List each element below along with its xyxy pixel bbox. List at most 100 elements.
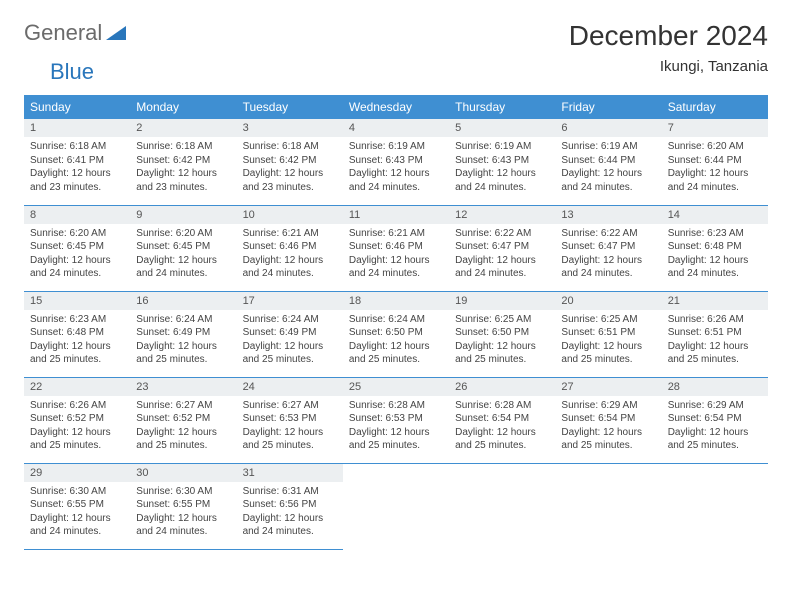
day-details: Sunrise: 6:19 AMSunset: 6:43 PMDaylight:… [449, 137, 555, 198]
calendar-cell: 30Sunrise: 6:30 AMSunset: 6:55 PMDayligh… [130, 463, 236, 549]
calendar-row: 29Sunrise: 6:30 AMSunset: 6:55 PMDayligh… [24, 463, 768, 549]
day-number: 17 [237, 292, 343, 310]
day-number: 11 [343, 206, 449, 224]
calendar-cell: 15Sunrise: 6:23 AMSunset: 6:48 PMDayligh… [24, 291, 130, 377]
day-details: Sunrise: 6:18 AMSunset: 6:42 PMDaylight:… [130, 137, 236, 198]
weekday-header: Thursday [449, 95, 555, 119]
calendar-cell [662, 463, 768, 549]
day-details: Sunrise: 6:28 AMSunset: 6:53 PMDaylight:… [343, 396, 449, 457]
calendar-cell: 28Sunrise: 6:29 AMSunset: 6:54 PMDayligh… [662, 377, 768, 463]
day-number: 20 [555, 292, 661, 310]
calendar-cell [555, 463, 661, 549]
day-number: 5 [449, 119, 555, 137]
day-number: 12 [449, 206, 555, 224]
day-details: Sunrise: 6:21 AMSunset: 6:46 PMDaylight:… [343, 224, 449, 285]
day-number: 21 [662, 292, 768, 310]
day-number: 30 [130, 464, 236, 482]
day-number: 18 [343, 292, 449, 310]
day-number: 10 [237, 206, 343, 224]
day-details: Sunrise: 6:25 AMSunset: 6:51 PMDaylight:… [555, 310, 661, 371]
calendar-cell: 17Sunrise: 6:24 AMSunset: 6:49 PMDayligh… [237, 291, 343, 377]
day-details: Sunrise: 6:30 AMSunset: 6:55 PMDaylight:… [130, 482, 236, 543]
day-details: Sunrise: 6:24 AMSunset: 6:49 PMDaylight:… [130, 310, 236, 371]
weekday-header: Tuesday [237, 95, 343, 119]
logo-text-blue: Blue [50, 59, 94, 84]
weekday-header: Monday [130, 95, 236, 119]
day-number: 24 [237, 378, 343, 396]
calendar-table: SundayMondayTuesdayWednesdayThursdayFrid… [24, 95, 768, 550]
calendar-row: 1Sunrise: 6:18 AMSunset: 6:41 PMDaylight… [24, 119, 768, 205]
day-number: 28 [662, 378, 768, 396]
day-number: 14 [662, 206, 768, 224]
calendar-cell: 20Sunrise: 6:25 AMSunset: 6:51 PMDayligh… [555, 291, 661, 377]
calendar-body: 1Sunrise: 6:18 AMSunset: 6:41 PMDaylight… [24, 119, 768, 549]
weekday-header: Wednesday [343, 95, 449, 119]
calendar-cell: 13Sunrise: 6:22 AMSunset: 6:47 PMDayligh… [555, 205, 661, 291]
calendar-cell: 25Sunrise: 6:28 AMSunset: 6:53 PMDayligh… [343, 377, 449, 463]
calendar-cell: 10Sunrise: 6:21 AMSunset: 6:46 PMDayligh… [237, 205, 343, 291]
day-details: Sunrise: 6:24 AMSunset: 6:49 PMDaylight:… [237, 310, 343, 371]
calendar-cell: 21Sunrise: 6:26 AMSunset: 6:51 PMDayligh… [662, 291, 768, 377]
day-details: Sunrise: 6:21 AMSunset: 6:46 PMDaylight:… [237, 224, 343, 285]
calendar-cell: 29Sunrise: 6:30 AMSunset: 6:55 PMDayligh… [24, 463, 130, 549]
calendar-cell: 31Sunrise: 6:31 AMSunset: 6:56 PMDayligh… [237, 463, 343, 549]
day-details: Sunrise: 6:26 AMSunset: 6:52 PMDaylight:… [24, 396, 130, 457]
weekday-header: Friday [555, 95, 661, 119]
calendar-row: 22Sunrise: 6:26 AMSunset: 6:52 PMDayligh… [24, 377, 768, 463]
calendar-cell: 3Sunrise: 6:18 AMSunset: 6:42 PMDaylight… [237, 119, 343, 205]
day-number: 7 [662, 119, 768, 137]
day-number: 31 [237, 464, 343, 482]
day-number: 26 [449, 378, 555, 396]
day-number: 27 [555, 378, 661, 396]
day-details: Sunrise: 6:23 AMSunset: 6:48 PMDaylight:… [24, 310, 130, 371]
calendar-cell: 6Sunrise: 6:19 AMSunset: 6:44 PMDaylight… [555, 119, 661, 205]
day-details: Sunrise: 6:20 AMSunset: 6:45 PMDaylight:… [24, 224, 130, 285]
calendar-cell: 24Sunrise: 6:27 AMSunset: 6:53 PMDayligh… [237, 377, 343, 463]
weekday-header: Sunday [24, 95, 130, 119]
day-details: Sunrise: 6:22 AMSunset: 6:47 PMDaylight:… [449, 224, 555, 285]
calendar-cell: 16Sunrise: 6:24 AMSunset: 6:49 PMDayligh… [130, 291, 236, 377]
day-number: 23 [130, 378, 236, 396]
day-details: Sunrise: 6:25 AMSunset: 6:50 PMDaylight:… [449, 310, 555, 371]
day-number: 15 [24, 292, 130, 310]
calendar-cell: 23Sunrise: 6:27 AMSunset: 6:52 PMDayligh… [130, 377, 236, 463]
day-details: Sunrise: 6:28 AMSunset: 6:54 PMDaylight:… [449, 396, 555, 457]
calendar-row: 15Sunrise: 6:23 AMSunset: 6:48 PMDayligh… [24, 291, 768, 377]
day-details: Sunrise: 6:27 AMSunset: 6:52 PMDaylight:… [130, 396, 236, 457]
weekday-header: Saturday [662, 95, 768, 119]
weekday-header-row: SundayMondayTuesdayWednesdayThursdayFrid… [24, 95, 768, 119]
calendar-cell [449, 463, 555, 549]
day-details: Sunrise: 6:23 AMSunset: 6:48 PMDaylight:… [662, 224, 768, 285]
day-details: Sunrise: 6:24 AMSunset: 6:50 PMDaylight:… [343, 310, 449, 371]
day-number: 2 [130, 119, 236, 137]
day-details: Sunrise: 6:29 AMSunset: 6:54 PMDaylight:… [662, 396, 768, 457]
day-number: 6 [555, 119, 661, 137]
day-details: Sunrise: 6:29 AMSunset: 6:54 PMDaylight:… [555, 396, 661, 457]
calendar-cell: 12Sunrise: 6:22 AMSunset: 6:47 PMDayligh… [449, 205, 555, 291]
day-details: Sunrise: 6:26 AMSunset: 6:51 PMDaylight:… [662, 310, 768, 371]
day-details: Sunrise: 6:27 AMSunset: 6:53 PMDaylight:… [237, 396, 343, 457]
calendar-cell: 19Sunrise: 6:25 AMSunset: 6:50 PMDayligh… [449, 291, 555, 377]
logo-triangle-icon [106, 22, 126, 45]
calendar-cell: 9Sunrise: 6:20 AMSunset: 6:45 PMDaylight… [130, 205, 236, 291]
day-details: Sunrise: 6:20 AMSunset: 6:45 PMDaylight:… [130, 224, 236, 285]
logo: General [24, 20, 128, 46]
day-details: Sunrise: 6:19 AMSunset: 6:43 PMDaylight:… [343, 137, 449, 198]
day-details: Sunrise: 6:31 AMSunset: 6:56 PMDaylight:… [237, 482, 343, 543]
day-number: 19 [449, 292, 555, 310]
calendar-cell: 2Sunrise: 6:18 AMSunset: 6:42 PMDaylight… [130, 119, 236, 205]
day-number: 16 [130, 292, 236, 310]
calendar-cell: 5Sunrise: 6:19 AMSunset: 6:43 PMDaylight… [449, 119, 555, 205]
calendar-cell [343, 463, 449, 549]
day-details: Sunrise: 6:30 AMSunset: 6:55 PMDaylight:… [24, 482, 130, 543]
day-details: Sunrise: 6:22 AMSunset: 6:47 PMDaylight:… [555, 224, 661, 285]
calendar-cell: 1Sunrise: 6:18 AMSunset: 6:41 PMDaylight… [24, 119, 130, 205]
day-details: Sunrise: 6:19 AMSunset: 6:44 PMDaylight:… [555, 137, 661, 198]
calendar-cell: 14Sunrise: 6:23 AMSunset: 6:48 PMDayligh… [662, 205, 768, 291]
day-number: 25 [343, 378, 449, 396]
day-number: 4 [343, 119, 449, 137]
calendar-cell: 18Sunrise: 6:24 AMSunset: 6:50 PMDayligh… [343, 291, 449, 377]
logo-text-general: General [24, 20, 102, 46]
calendar-cell: 4Sunrise: 6:19 AMSunset: 6:43 PMDaylight… [343, 119, 449, 205]
day-number: 29 [24, 464, 130, 482]
